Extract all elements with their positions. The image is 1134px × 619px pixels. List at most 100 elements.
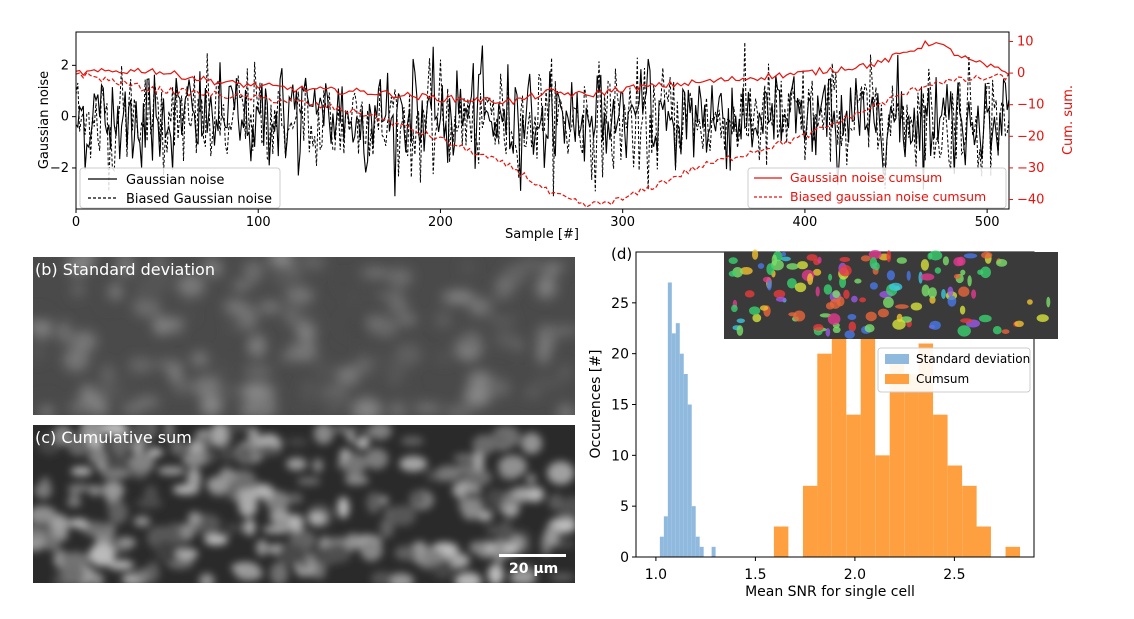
inset-cell [832, 290, 840, 299]
x-tick-label: 1.5 [744, 567, 766, 583]
cumsum-histogram-bar [962, 485, 977, 557]
y-tick-label: 0 [61, 110, 69, 125]
inset-cell [847, 314, 857, 320]
cell [33, 505, 57, 523]
y2-tick-label: −20 [1017, 129, 1044, 144]
inset-cell [929, 296, 936, 304]
cell [434, 311, 453, 329]
std-histogram-bar [675, 323, 680, 557]
x-tick-label: 500 [975, 215, 1000, 230]
cell [222, 425, 250, 432]
cell [360, 538, 383, 562]
cell [132, 438, 145, 457]
cell [271, 266, 296, 287]
inset-cell [877, 308, 889, 318]
cell [398, 314, 417, 325]
cell [206, 259, 222, 277]
inset-cell [736, 318, 745, 324]
inset-cell [1036, 314, 1049, 322]
cell [180, 523, 195, 540]
cell [388, 402, 407, 415]
cell [188, 511, 202, 525]
panel-d-axes: 1.0 1.5 2.0 2.5 0 5 10 15 20 25 [611, 296, 965, 583]
cell [60, 551, 90, 568]
cell [243, 365, 273, 377]
cell [502, 504, 519, 518]
cell [206, 476, 230, 494]
inset-cell [844, 330, 855, 339]
legend-cumsum-swatch [885, 374, 909, 384]
inset-cell [739, 267, 753, 275]
cell [486, 488, 504, 508]
cell [33, 395, 58, 412]
cell [101, 481, 125, 500]
inset-cell [888, 282, 903, 291]
cell [386, 361, 407, 381]
cell [309, 512, 326, 524]
inset-cell-overlays [728, 249, 1051, 339]
cell [186, 467, 201, 491]
cell [412, 403, 437, 413]
cell [351, 397, 382, 415]
cell [244, 519, 256, 536]
cell [224, 523, 244, 534]
cell [227, 486, 240, 501]
y-tick-label: 20 [611, 347, 629, 363]
inset-cell [797, 261, 808, 270]
cell [498, 301, 510, 319]
cell [468, 297, 492, 316]
cell [147, 447, 164, 457]
inset-cell [766, 263, 775, 275]
cell [494, 543, 505, 564]
cell [154, 359, 184, 370]
x-tick-label: 300 [610, 215, 635, 230]
inset-cell [864, 324, 875, 333]
legend-right: Gaussian noise cumsum Biased gaussian no… [747, 167, 1007, 209]
inset-cell [865, 311, 877, 322]
y-tick-label: 5 [620, 499, 629, 515]
y2-tick-label: −30 [1017, 161, 1044, 176]
inset-segmentation-image [724, 249, 1058, 339]
cell [325, 544, 352, 563]
y-tick-label: 25 [611, 296, 629, 312]
cell [236, 453, 254, 465]
cell [172, 309, 196, 321]
y-tick-label: 0 [620, 550, 629, 566]
cell [128, 453, 155, 473]
cell [335, 366, 364, 385]
cell [537, 340, 550, 365]
cell [109, 283, 122, 300]
inset-cell [859, 297, 866, 303]
cumsum-histogram-bar [773, 526, 789, 557]
cumsum-histogram-bar [889, 363, 905, 557]
cell [262, 525, 291, 534]
cell [461, 501, 481, 520]
cumsum-histogram-bar [904, 374, 919, 557]
inset-cell [941, 289, 946, 299]
gaussian-noise-line [76, 45, 1009, 197]
cell [338, 273, 350, 293]
legend-cumsum-label: Cumsum [916, 372, 969, 386]
cumsum-histogram-bar [875, 455, 890, 557]
cell [57, 321, 71, 344]
panel-d: (d) 1.0 1.5 2.0 2.5 0 5 10 15 20 25 Mean SNR for … [588, 245, 1058, 600]
cell [269, 509, 291, 524]
legend-biased-noise-label: Biased Gaussian noise [126, 192, 272, 207]
cell [182, 260, 209, 277]
cell [220, 384, 250, 397]
inset-cell [787, 278, 797, 289]
cell [364, 448, 389, 470]
cell [246, 261, 259, 285]
cell [557, 501, 571, 515]
cell [400, 436, 424, 446]
cell [109, 434, 131, 456]
cell [219, 446, 237, 462]
cell [133, 296, 161, 318]
inset-cell [921, 284, 930, 297]
cell [366, 355, 388, 366]
x-tick-label: 200 [428, 215, 453, 230]
cell [83, 257, 95, 270]
cell [354, 321, 365, 343]
cell [533, 377, 559, 388]
